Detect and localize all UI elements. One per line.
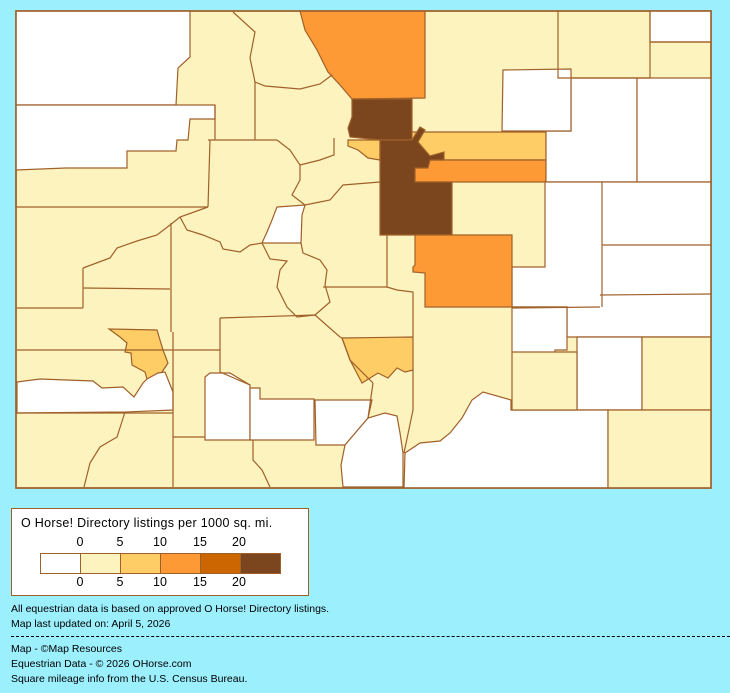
county-border — [341, 337, 374, 384]
county-border — [82, 206, 209, 269]
county-region — [299, 10, 426, 100]
update-note: Map last updated on: April 5, 2026 — [11, 618, 171, 630]
legend-swatch — [200, 554, 240, 573]
colorado-county-map — [15, 10, 712, 489]
legend-top-label: 20 — [232, 535, 246, 549]
county-region — [341, 336, 414, 384]
census-credit: Square mileage info from the U.S. Census… — [11, 673, 248, 685]
county-border — [386, 235, 414, 337]
county-region — [204, 372, 251, 441]
state-border — [15, 10, 712, 489]
map-credit: Map - ©Map Resources — [11, 643, 123, 655]
legend-bottom-label: 10 — [153, 575, 167, 589]
legend-top-label: 15 — [193, 535, 207, 549]
divider — [11, 636, 730, 637]
county-border — [599, 293, 712, 296]
county-region — [576, 336, 643, 411]
legend-top-label: 5 — [116, 535, 124, 549]
county-region — [261, 204, 306, 244]
legend-swatch — [41, 554, 80, 573]
legend-bottom-label: 5 — [116, 575, 124, 589]
county-border — [254, 74, 333, 90]
county-border — [304, 181, 381, 206]
county-region — [411, 159, 547, 183]
county-border — [207, 139, 211, 208]
county-border — [219, 371, 251, 386]
legend-bottom-label: 20 — [232, 575, 246, 589]
data-note: All equestrian data is based on approved… — [11, 603, 330, 615]
county-border — [367, 382, 374, 419]
county-border — [276, 139, 306, 206]
legend-top-label: 0 — [76, 535, 84, 549]
county-region — [649, 10, 712, 43]
legend-swatch — [160, 554, 200, 573]
county-region — [379, 126, 453, 236]
county-border — [314, 314, 343, 339]
legend-swatch — [80, 554, 120, 573]
county-region — [501, 68, 572, 132]
legend: O Horse! Directory listings per 1000 sq.… — [11, 508, 309, 596]
legend-swatches — [40, 553, 281, 574]
county-region — [347, 98, 413, 141]
county-border — [403, 370, 414, 454]
county-border — [300, 242, 331, 316]
county-border — [82, 287, 171, 290]
county-region — [340, 412, 404, 488]
legend-swatch — [240, 554, 280, 573]
county-border — [299, 138, 335, 166]
county-region — [249, 387, 315, 441]
county-region — [16, 371, 174, 414]
county-region — [15, 10, 191, 106]
county-border — [511, 306, 601, 309]
county-border — [252, 440, 271, 488]
county-border — [219, 314, 316, 319]
county-region — [511, 351, 578, 411]
county-region — [412, 234, 513, 308]
county-region — [641, 336, 712, 411]
legend-swatch — [120, 554, 160, 573]
county-border — [232, 11, 256, 140]
county-region — [607, 409, 712, 489]
legend-bottom-label: 15 — [193, 575, 207, 589]
county-region — [511, 306, 568, 357]
legend-bottom-label: 0 — [76, 575, 84, 589]
county-border — [179, 216, 316, 318]
county-border — [557, 11, 650, 79]
data-credit: Equestrian Data - © 2026 OHorse.com — [11, 658, 192, 670]
county-border — [83, 411, 126, 488]
legend-top-label: 10 — [153, 535, 167, 549]
legend-title: O Horse! Directory listings per 1000 sq.… — [21, 516, 273, 530]
county-region — [636, 77, 712, 183]
